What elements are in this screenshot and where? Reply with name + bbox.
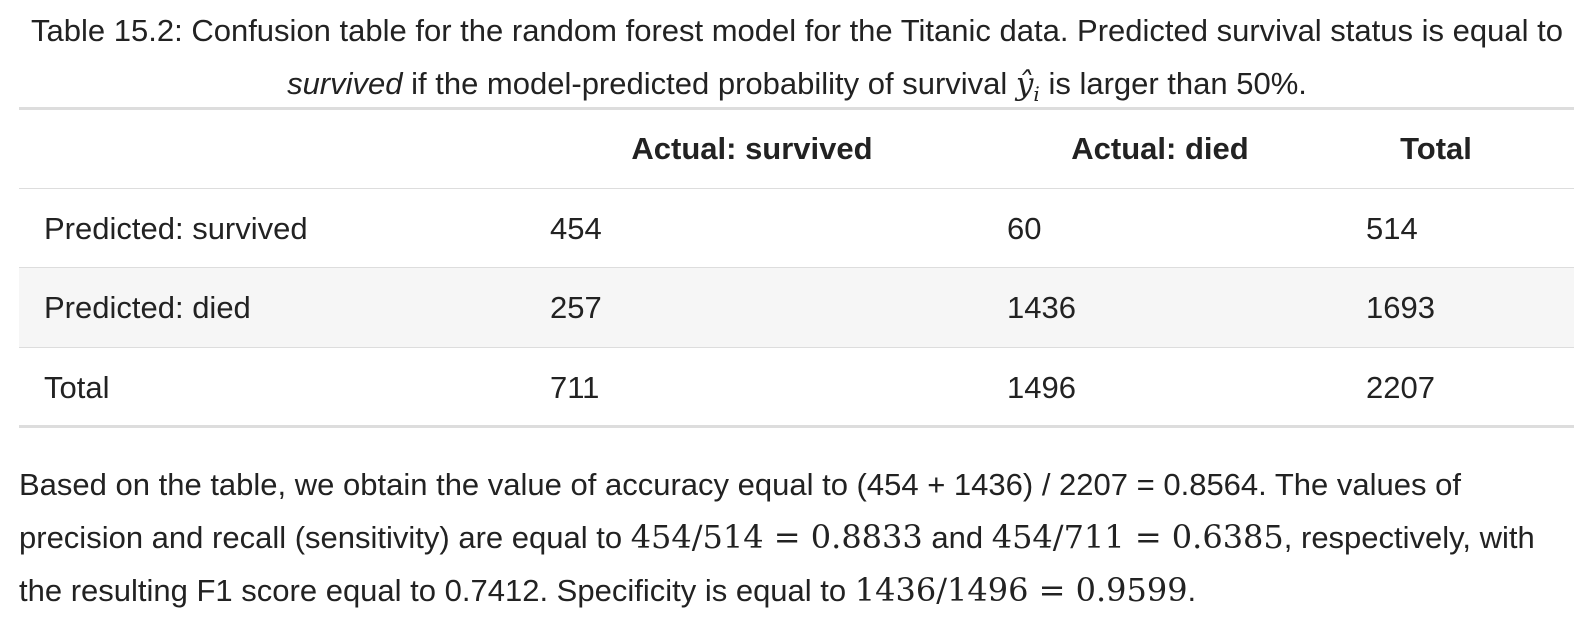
table-header-row: Actual: survived Actual: died Total	[19, 110, 1574, 188]
table-row: Predicted: survived 454 60 514	[19, 189, 1574, 268]
caption-suffix: is larger than 50%.	[1039, 66, 1307, 101]
paragraph-text-3: , respectively, with the resulting F1 sc…	[19, 520, 1535, 608]
caption-italic-term: survived	[287, 66, 403, 101]
caption-math-yhat: ŷi	[1015, 66, 1040, 104]
row-divider	[19, 188, 1574, 189]
header-total: Total	[1400, 131, 1472, 166]
cell-total: 2207	[1366, 369, 1435, 405]
cell-died: 1496	[1007, 369, 1076, 405]
header-actual-died: Actual: died	[1071, 131, 1249, 166]
paragraph-text-1: Based on the table, we obtain the value …	[19, 467, 1461, 555]
cell-survived: 257	[550, 289, 602, 325]
table-row: Predicted: died 257 1436 1693	[19, 268, 1574, 347]
row-divider	[19, 267, 1574, 268]
caption-middle: if the model-predicted probability of su…	[402, 66, 1016, 101]
body-paragraph: Based on the table, we obtain the value …	[19, 458, 1575, 617]
cell-survived: 711	[550, 369, 600, 405]
recall-formula: 454/711 = 0.6385	[991, 518, 1284, 556]
row-label: Predicted: died	[44, 289, 251, 325]
paragraph-text-4: .	[1187, 573, 1197, 608]
row-label: Total	[44, 369, 110, 405]
row-label: Predicted: survived	[44, 210, 308, 246]
row-divider	[19, 347, 1574, 348]
caption-math-symbol: ŷ	[1015, 66, 1034, 102]
specificity-formula: 1436/1496 = 0.9599	[854, 571, 1188, 609]
cell-died: 60	[1007, 210, 1042, 246]
caption-math-subscript: i	[1033, 82, 1040, 106]
cell-total: 1693	[1366, 289, 1435, 325]
cell-total: 514	[1366, 210, 1418, 246]
cell-survived: 454	[550, 210, 602, 246]
header-actual-survived: Actual: survived	[631, 131, 873, 166]
caption-prefix: Table 15.2: Confusion table for the rand…	[31, 13, 1563, 48]
table-row: Total 711 1496 2207	[19, 348, 1574, 427]
cell-died: 1436	[1007, 289, 1076, 325]
precision-formula: 454/514 = 0.8833	[630, 518, 923, 556]
table-caption: Table 15.2: Confusion table for the rand…	[20, 4, 1574, 111]
table-bottom-rule	[19, 425, 1574, 428]
paragraph-text-2: and	[922, 520, 992, 555]
table-top-rule	[19, 107, 1574, 110]
